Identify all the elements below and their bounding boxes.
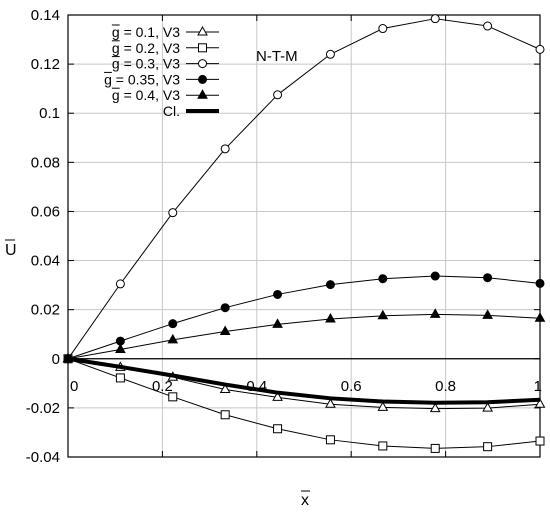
x-tick-label: 0 — [70, 378, 78, 395]
legend-label: Cl. — [163, 103, 180, 119]
legend-item-g-0-4-v3: g = 0.4, V3 — [111, 87, 219, 103]
y-tick-label: -0.02 — [26, 400, 60, 417]
data-point — [535, 44, 545, 54]
series-g-0-2-v3 — [63, 354, 545, 453]
data-point — [168, 392, 178, 402]
legend-swatch-marker — [198, 43, 207, 53]
data-point — [115, 279, 125, 289]
y-tick-label: 0.02 — [31, 302, 60, 319]
y-tick-label: 0.1 — [39, 105, 60, 122]
y-tick-label: 0.06 — [31, 203, 60, 220]
data-point — [325, 398, 336, 408]
series-g-0-4-v3 — [62, 308, 546, 363]
legend-item-g-0-2-v3: g = 0.2, V3 — [111, 40, 219, 56]
plot-frame — [67, 14, 541, 458]
legend-label: g = 0.4, V3 — [112, 87, 180, 103]
data-point — [483, 442, 493, 452]
data-point — [115, 343, 126, 353]
legend-item-cl: Cl. — [163, 103, 219, 119]
legend: g = 0.1, V3g = 0.2, V3g = 0.3, V3g = 0.3… — [104, 24, 219, 119]
data-point — [220, 144, 230, 154]
y-tick-label: -0.04 — [26, 449, 60, 466]
legend-swatch-marker — [197, 89, 208, 99]
y-axis-label-text: U — [5, 242, 17, 259]
data-point — [220, 303, 230, 313]
data-point — [325, 312, 336, 323]
data-point — [219, 325, 231, 336]
x-tick-label: 0.6 — [341, 378, 362, 395]
data-point — [430, 443, 440, 453]
x-tick-label: 0.8 — [435, 378, 456, 395]
data-point — [220, 410, 230, 420]
data-point — [272, 391, 283, 401]
y-axis-label: U — [5, 239, 17, 259]
data-point — [378, 24, 388, 34]
data-point — [483, 21, 493, 31]
data-point — [535, 436, 545, 446]
series-line — [67, 313, 541, 360]
legend-item-g-0-1-v3: g = 0.1, V3 — [111, 24, 219, 40]
legend-label: g = 0.2, V3 — [112, 40, 180, 56]
x-axis-label-text: x — [301, 492, 309, 509]
data-point — [482, 402, 493, 412]
series-g-0-35-v3 — [63, 271, 545, 364]
data-point — [168, 319, 178, 329]
legend-item-g-0-35-v3: g = 0.35, V3 — [104, 71, 219, 87]
legend-swatch-marker — [198, 74, 207, 84]
data-point — [273, 289, 283, 299]
legend-label: g = 0.1, V3 — [112, 24, 180, 40]
series-line — [67, 275, 541, 360]
legend-label: g = 0.35, V3 — [104, 71, 180, 87]
data-point — [325, 435, 335, 445]
data-point — [378, 274, 388, 284]
data-point — [377, 401, 389, 411]
data-point — [534, 312, 546, 322]
x-tick-label: 1 — [534, 378, 542, 395]
series-cl — [67, 356, 541, 405]
series-line — [67, 356, 541, 405]
data-point — [272, 318, 283, 328]
data-point — [325, 49, 335, 59]
legend-label: g = 0.3, V3 — [112, 56, 180, 72]
series-line — [67, 358, 541, 449]
data-point — [168, 208, 178, 218]
data-point — [273, 90, 283, 100]
data-point — [430, 271, 440, 281]
legend-item-g-0-3-v3: g = 0.3, V3 — [111, 56, 219, 72]
chart-annotation: N-T-M — [256, 48, 298, 65]
data-point — [430, 14, 440, 24]
data-point — [325, 280, 335, 290]
legend-swatch-marker — [197, 25, 208, 36]
data-point — [429, 402, 441, 413]
data-point — [219, 383, 231, 393]
x-tick-label: 0.2 — [152, 378, 173, 395]
grid — [68, 15, 540, 457]
y-axis: -0.04 -0.02 0 0.02 0.04 0.06 0.08 0.1 0.12 0.14 — [26, 7, 540, 466]
data-point — [483, 273, 493, 283]
y-tick-label: 0.04 — [31, 253, 60, 270]
data-point — [378, 441, 388, 451]
data-point — [482, 309, 493, 319]
data-point — [534, 398, 546, 408]
data-point — [167, 333, 179, 344]
data-point — [429, 308, 441, 318]
series-line — [67, 18, 541, 360]
series-layer — [62, 14, 546, 453]
data-point — [377, 309, 389, 320]
y-tick-label: 0 — [52, 351, 60, 368]
data-point — [535, 278, 545, 288]
y-tick-label: 0.14 — [31, 7, 60, 24]
legend-swatch-marker — [198, 59, 207, 69]
y-tick-label: 0.12 — [31, 56, 60, 73]
x-axis-label: x — [301, 490, 310, 509]
y-tick-label: 0.08 — [31, 154, 60, 171]
data-point — [115, 373, 125, 383]
x-axis: 0 0.2 0.4 0.6 0.8 1 — [67, 15, 542, 457]
data-point — [273, 424, 283, 434]
